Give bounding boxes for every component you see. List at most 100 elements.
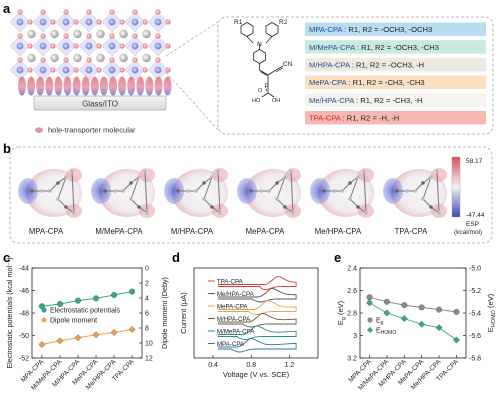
esp-label: M/MePA-CPA	[95, 227, 143, 236]
legend-molecule-icon	[35, 127, 43, 133]
molecule-separator: :	[354, 96, 360, 105]
lattice-atom-red	[119, 67, 125, 73]
y2-tick-label: 6	[145, 311, 149, 318]
esp-maps	[18, 168, 447, 218]
lattice-atom-red	[96, 67, 102, 73]
oxygen-label: O	[258, 88, 263, 94]
lattice-atom-blue	[154, 18, 162, 26]
atom	[332, 189, 336, 193]
y-axis-label: Electrostatic potentials (kcal mol⁻¹)	[5, 257, 14, 368]
sam-molecule	[136, 76, 145, 96]
lattice-atom-blue	[85, 66, 93, 74]
y-tick-label: 2.4	[347, 266, 357, 273]
legend-label: Dipole moment	[50, 318, 97, 325]
lattice-atom-grey	[50, 29, 59, 39]
atom	[72, 211, 76, 215]
atom	[283, 175, 287, 179]
atom	[113, 189, 117, 193]
lattice-atom-red	[50, 67, 56, 73]
esp-positive-region	[285, 168, 301, 182]
chart-e: 2.42.62.833.2-5.0-5.2-5.4-5.6-5.8MPA-CPA…	[336, 266, 497, 392]
bond	[276, 198, 286, 208]
y2-tick-label: -5.4	[469, 311, 481, 318]
cv-curve	[217, 276, 297, 290]
series-line	[41, 329, 133, 345]
esp-label: MPA-CPA	[29, 227, 64, 236]
molecule-row: MPA-CPA : R1, R2 = -OCH3, -OCH3	[309, 25, 432, 34]
esp-positive-region	[139, 168, 155, 182]
atom	[210, 205, 214, 209]
legend-marker	[41, 317, 47, 323]
curve-label: M/MePA-CPA	[217, 329, 255, 336]
atom	[145, 211, 149, 215]
lattice-atom-red	[86, 57, 92, 63]
legend-label-sub: HOMO	[381, 330, 397, 336]
lattice-atom-blue	[154, 66, 162, 74]
lattice-atom-red	[119, 43, 125, 49]
molecule-separator: :	[346, 78, 352, 87]
y2-tick-label: -5.8	[469, 356, 481, 363]
atom	[218, 211, 222, 215]
y-tick-label: 3	[353, 333, 357, 340]
curve-label: MePA-CPA	[217, 304, 249, 311]
y2-tick-label: 0	[145, 266, 149, 273]
bond	[276, 176, 286, 200]
legend-label-sub: g	[381, 320, 384, 326]
lattice-atom-red	[73, 67, 79, 73]
legend-label: Electrostatic potentials	[50, 308, 121, 315]
data-point	[75, 297, 81, 304]
data-point	[92, 331, 100, 339]
bond	[268, 182, 278, 192]
data-point	[110, 329, 118, 336]
atom	[267, 189, 271, 193]
molecule-row: TPA-CPA : R1, R2 = -H, -H	[309, 114, 399, 123]
molecule-name: Me/HPA-CPA	[309, 96, 355, 105]
panel-label-c: c	[3, 250, 10, 265]
bond	[49, 182, 59, 192]
lattice-atom-blue	[108, 42, 116, 50]
panel-label-d: d	[172, 250, 180, 265]
lattice-atom-red	[119, 19, 125, 25]
molecule-desc: R1, R2 = -OCH3, -H	[356, 61, 424, 70]
lattice-atom-blue	[16, 18, 24, 26]
atom	[249, 189, 253, 193]
y-tick-label: -52	[19, 356, 29, 363]
molecule-desc: R1, R2 = -OCH3, -CH3	[361, 43, 439, 52]
atom	[64, 175, 68, 179]
lattice-atom-grey	[50, 53, 59, 63]
atom	[362, 169, 366, 173]
cn-label: CN	[283, 61, 293, 68]
data-point	[366, 294, 373, 301]
bond	[130, 198, 140, 208]
lattice-atom-red	[86, 33, 92, 39]
cv-curve	[217, 338, 297, 353]
atom	[405, 189, 409, 193]
atom	[64, 205, 68, 209]
atom	[202, 181, 206, 185]
bond	[122, 182, 132, 192]
bond	[349, 176, 359, 200]
data-point	[453, 308, 460, 315]
atom	[289, 169, 293, 173]
y2-axis-label: EHOMO (eV)	[486, 293, 497, 332]
y2-axis-label-main: E	[486, 327, 495, 332]
sam-molecule	[18, 76, 26, 96]
atom	[283, 205, 287, 209]
sam-molecule	[163, 76, 172, 96]
y-tick-label: -48	[19, 311, 29, 318]
cv-curve	[217, 313, 297, 328]
molecule-row: M/MePA-CPA : R1, R2 = -OCH3, -CH3	[309, 43, 439, 52]
y2-axis-label-sub: HOMO	[491, 309, 497, 327]
molecule-row: Me/HPA-CPA : R1, R2 = -CH3, -H	[309, 96, 422, 105]
lattice-atom-red	[132, 33, 138, 39]
y-axis-label: Current (μA)	[179, 292, 188, 334]
atom	[194, 189, 198, 193]
curve-label: M/HPA-CPA	[217, 316, 251, 323]
atom	[275, 197, 279, 201]
atom	[421, 181, 425, 185]
esp-surface	[245, 169, 301, 217]
legend-marker	[367, 317, 373, 323]
legend-label: hole-transporter molecular	[48, 126, 136, 135]
molecule-name: M/MePA-CPA	[309, 43, 356, 52]
molecule-desc: R1, R2 = -CH3, -H	[360, 96, 422, 105]
